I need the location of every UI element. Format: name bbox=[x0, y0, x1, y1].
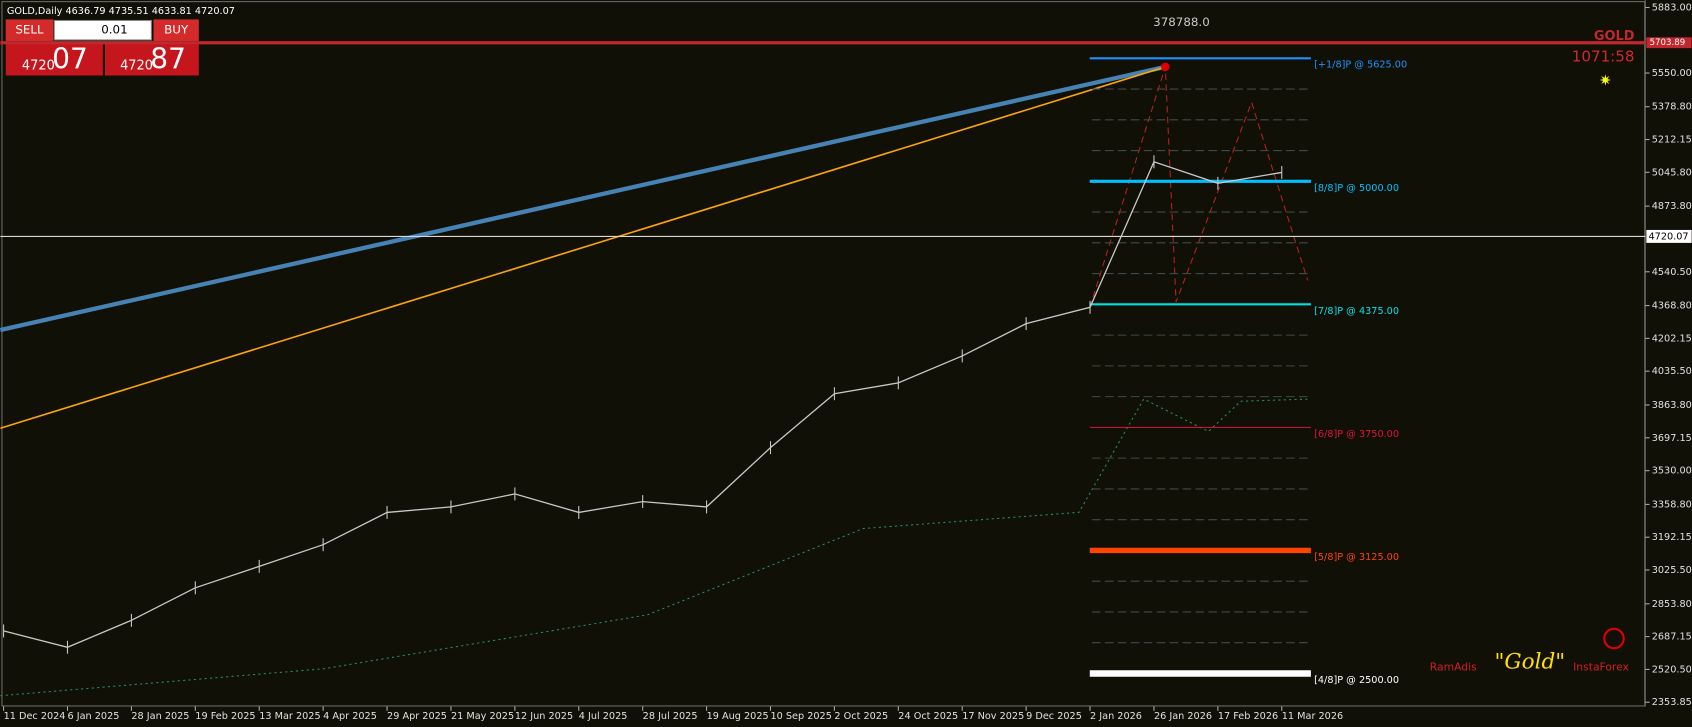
bid-big: 4720 bbox=[22, 58, 55, 73]
chart-header: GOLD,Daily 4636.79 4735.51 4633.81 4720.… bbox=[7, 6, 235, 17]
trend-line bbox=[0, 66, 1166, 429]
buy-label: BUY bbox=[164, 23, 189, 37]
y-tick-label: 3697.15 bbox=[1652, 433, 1692, 444]
y-tick-label: 3863.80 bbox=[1652, 400, 1692, 411]
x-tick-label: 2 Oct 2025 bbox=[834, 711, 888, 722]
lot-input[interactable] bbox=[53, 19, 152, 41]
x-tick-label: 24 Oct 2025 bbox=[898, 711, 958, 722]
murrey-label: [+1/8]P @ 5625.00 bbox=[1314, 60, 1407, 71]
murrey-label: [7/8]P @ 4375.00 bbox=[1314, 306, 1399, 317]
ask-small: 87 bbox=[150, 42, 186, 75]
bid-small: 07 bbox=[52, 42, 88, 75]
brand-right: InstaForex bbox=[1573, 661, 1629, 674]
x-tick-label: 4 Apr 2025 bbox=[323, 711, 377, 722]
last-price-tag bbox=[1646, 229, 1692, 243]
x-tick-label: 13 Mar 2025 bbox=[259, 711, 320, 722]
x-tick-label: 2 Jan 2026 bbox=[1090, 711, 1142, 722]
y-tick-label: 4202.15 bbox=[1652, 333, 1692, 344]
peak-marker bbox=[1160, 62, 1170, 72]
y-tick-label: 5212.15 bbox=[1652, 135, 1692, 146]
sell-label: SELL bbox=[15, 23, 44, 37]
y-tick-label: 5045.80 bbox=[1652, 167, 1692, 178]
symbol-label: GOLD bbox=[1594, 29, 1635, 44]
x-tick-label: 9 Dec 2025 bbox=[1026, 711, 1082, 722]
y-tick-label: 4540.50 bbox=[1652, 267, 1692, 278]
y-tick-label: 2520.50 bbox=[1652, 664, 1692, 675]
x-tick-label: 19 Feb 2025 bbox=[195, 711, 255, 722]
alert-tag bbox=[1646, 37, 1692, 49]
y-tick-label: 3025.50 bbox=[1652, 565, 1692, 576]
y-tick-label: 2353.85 bbox=[1652, 697, 1692, 708]
bid-box[interactable] bbox=[5, 42, 103, 76]
murrey-label: [6/8]P @ 3750.00 bbox=[1314, 429, 1399, 440]
x-tick-label: 12 Jun 2025 bbox=[515, 711, 573, 722]
x-tick-label: 17 Feb 2026 bbox=[1218, 711, 1278, 722]
y-tick-label: 3192.15 bbox=[1652, 532, 1692, 543]
murrey-label: [4/8]P @ 2500.00 bbox=[1314, 675, 1399, 686]
brand-left: RamAdis bbox=[1430, 661, 1477, 674]
y-tick-label: 3358.80 bbox=[1652, 499, 1692, 510]
x-tick-label: 29 Apr 2025 bbox=[387, 711, 447, 722]
x-tick-label: 6 Jan 2025 bbox=[67, 711, 119, 722]
murrey-label: [5/8]P @ 3125.00 bbox=[1314, 552, 1399, 563]
y-tick-label: 2687.15 bbox=[1652, 632, 1692, 643]
x-tick-label: 28 Jul 2025 bbox=[643, 711, 698, 722]
x-tick-label: 11 Dec 2024 bbox=[4, 711, 66, 722]
timer: 1071:58 bbox=[1572, 48, 1635, 66]
account-number: 378788.0 bbox=[1153, 15, 1210, 29]
buy-button[interactable] bbox=[153, 19, 199, 41]
y-tick-label: 5883.00 bbox=[1652, 2, 1692, 13]
alert-tag-label: 5703.89 bbox=[1650, 38, 1686, 48]
x-tick-label: 26 Jan 2026 bbox=[1154, 711, 1212, 722]
x-tick-label: 10 Sep 2025 bbox=[770, 711, 831, 722]
trend-line bbox=[0, 64, 1166, 333]
x-tick-label: 21 May 2025 bbox=[451, 711, 514, 722]
x-tick-label: 17 Nov 2025 bbox=[962, 711, 1024, 722]
brand-center: "Gold" bbox=[1494, 649, 1565, 674]
y-tick-label: 4873.80 bbox=[1652, 201, 1692, 212]
x-tick-label: 19 Aug 2025 bbox=[707, 711, 769, 722]
y-tick-label: 5378.80 bbox=[1652, 102, 1692, 113]
sun-icon: ✷ bbox=[1599, 71, 1612, 89]
x-tick-label: 4 Jul 2025 bbox=[579, 711, 628, 722]
ask-box[interactable] bbox=[104, 42, 199, 76]
y-tick-label: 2853.80 bbox=[1652, 599, 1692, 610]
y-tick-label: 4035.50 bbox=[1652, 366, 1692, 377]
sell-button[interactable] bbox=[5, 19, 54, 41]
x-tick-label: 28 Jan 2025 bbox=[131, 711, 189, 722]
y-tick-label: 5550.00 bbox=[1652, 68, 1692, 79]
lot-value: 0.01 bbox=[101, 23, 127, 37]
ask-big: 4720 bbox=[120, 58, 153, 73]
murrey-label: [8/8]P @ 5000.00 bbox=[1314, 183, 1399, 194]
zigzag bbox=[1089, 66, 1309, 308]
globe-icon bbox=[1603, 627, 1625, 650]
x-tick-label: 11 Mar 2026 bbox=[1282, 711, 1343, 722]
y-tick-label: 4368.80 bbox=[1652, 301, 1692, 312]
y-tick-label: 3530.00 bbox=[1652, 466, 1692, 477]
trade-panel: SELL 0.01 BUY 4720 07 4720 87 bbox=[5, 19, 199, 76]
envelope bbox=[0, 398, 1308, 697]
last-price-label: 4720.07 bbox=[1649, 231, 1689, 242]
